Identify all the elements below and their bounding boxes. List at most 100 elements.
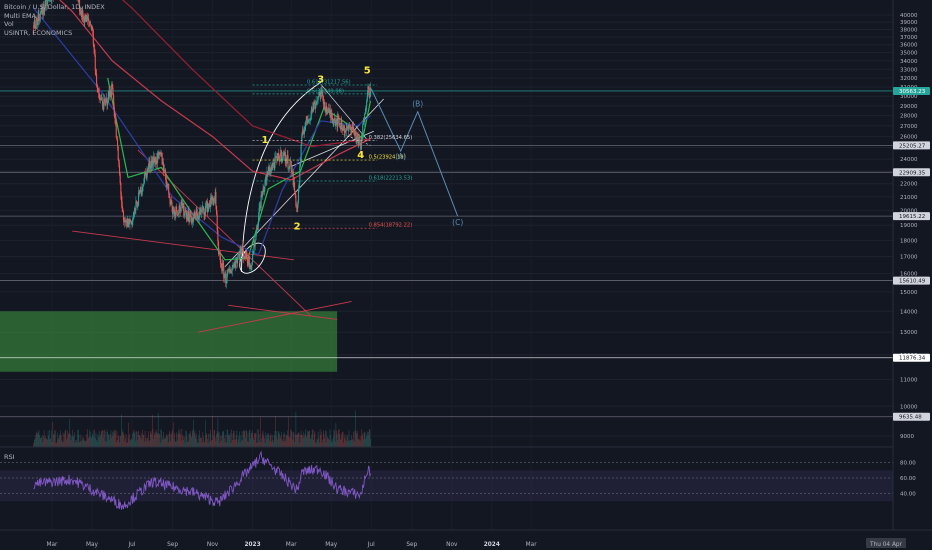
- volume-bar: [339, 433, 341, 447]
- volume-bar: [74, 442, 76, 447]
- price-tick: 38000: [900, 27, 918, 33]
- candle-body: [201, 208, 203, 210]
- indicator-usintr[interactable]: USINTR, ECONOMICS: [4, 28, 73, 37]
- volume-bar: [37, 433, 38, 447]
- candle-body: [270, 166, 272, 173]
- volume-bar: [149, 440, 151, 447]
- volume-bar: [241, 431, 243, 447]
- volume-bar: [81, 441, 82, 447]
- volume-bar: [172, 422, 174, 447]
- volume-bar: [218, 432, 220, 447]
- volume-bar: [356, 434, 358, 447]
- candle-body: [35, 27, 37, 29]
- time-tick: 2023: [244, 542, 260, 548]
- volume-bar: [91, 436, 93, 447]
- volume-bar: [33, 442, 35, 447]
- volume-bar: [224, 441, 226, 447]
- volume-bar: [69, 418, 71, 447]
- candle-body: [211, 196, 213, 200]
- candle-body: [230, 272, 232, 274]
- volume-bar: [45, 435, 46, 447]
- wave-label-5: 5: [364, 66, 371, 77]
- candle-body: [202, 206, 204, 209]
- volume-bar: [56, 432, 58, 447]
- candle-body: [255, 228, 258, 233]
- volume-bar: [257, 442, 259, 447]
- volume-bar: [247, 441, 248, 447]
- volume-bar: [49, 439, 51, 447]
- volume-bar: [222, 430, 224, 447]
- candle-body: [205, 205, 207, 207]
- candle-body: [317, 96, 319, 101]
- volume-bar: [330, 435, 331, 447]
- candle-body: [128, 219, 130, 228]
- volume-bar: [302, 437, 304, 447]
- volume-bar: [357, 431, 358, 447]
- candle-body: [364, 114, 366, 122]
- candle-body: [142, 185, 144, 187]
- candle-body: [229, 269, 231, 273]
- volume-bar: [317, 439, 318, 447]
- volume-bar: [167, 436, 168, 447]
- indicator-volume[interactable]: Vol: [4, 20, 14, 29]
- volume-bar: [283, 441, 285, 447]
- candle-body: [82, 17, 85, 19]
- candle-body: [296, 206, 298, 209]
- volume-bar: [216, 434, 217, 447]
- candle-body: [143, 182, 145, 186]
- candle-body: [141, 186, 144, 192]
- volume-bar: [324, 438, 326, 447]
- volume-bar: [169, 433, 171, 447]
- candle-body: [101, 98, 103, 101]
- candle-body: [157, 152, 159, 154]
- candle-body: [199, 210, 201, 212]
- candle-body: [88, 21, 90, 24]
- fib-label: 0.382(25634.65): [369, 135, 413, 141]
- volume-bar: [108, 434, 110, 447]
- candle-body: [187, 211, 189, 221]
- volume-bar: [37, 431, 39, 447]
- abc-projection: [370, 88, 459, 217]
- price-tick: 22000: [900, 182, 918, 188]
- wave-label-4: 4: [357, 150, 364, 161]
- candle-body: [248, 255, 250, 267]
- time-tick: Mar: [286, 542, 298, 548]
- volume-bar: [129, 440, 131, 447]
- volume-bar: [189, 432, 191, 447]
- volume-bar: [247, 432, 249, 447]
- candle-body: [131, 221, 133, 226]
- price-tick: 20000: [900, 209, 918, 215]
- volume-bar: [212, 435, 214, 447]
- volume-bar: [184, 436, 185, 447]
- candle-body: [362, 124, 364, 136]
- volume-bar: [289, 436, 291, 447]
- candle-body: [128, 219, 130, 224]
- candle-body: [262, 188, 264, 192]
- candle-body: [94, 48, 96, 55]
- volume-bar: [211, 440, 213, 447]
- candle-body: [102, 105, 104, 110]
- candle-body: [345, 128, 347, 132]
- candle-body: [120, 183, 122, 195]
- candle-body: [313, 102, 315, 112]
- symbol-title[interactable]: Bitcoin / U.S. Dollar, 1D, INDEX: [4, 3, 105, 11]
- candle-body: [292, 171, 294, 174]
- wave-label-3: 3: [317, 74, 324, 85]
- candle-body: [263, 186, 265, 193]
- indicator-multi-ema[interactable]: Multi EMA: [4, 11, 37, 20]
- candle-body: [354, 132, 357, 136]
- volume-bar: [51, 430, 52, 447]
- candle-body: [171, 202, 173, 207]
- volume-bar: [214, 437, 216, 447]
- volume-bar: [82, 437, 84, 447]
- candle-body: [276, 157, 278, 161]
- price-tick: 36000: [900, 43, 918, 49]
- time-axis[interactable]: Mar May Jul Sep Nov 2023 Mar May Jul Sep Nov 2024 Ma…: [0, 529, 932, 550]
- candle-body: [158, 152, 160, 155]
- price-tick: 13000: [900, 330, 918, 336]
- candle-body: [132, 218, 134, 226]
- candle-body: [123, 220, 125, 223]
